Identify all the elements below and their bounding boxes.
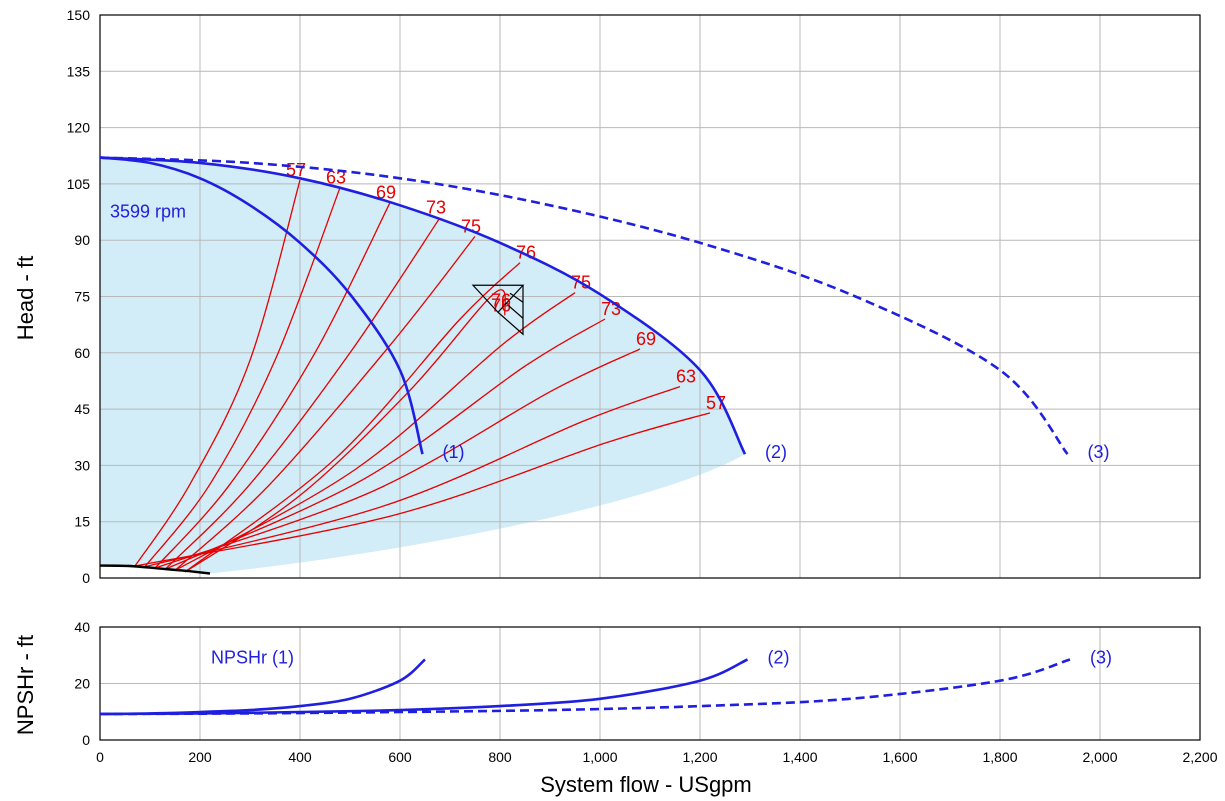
efficiency-curve-57 [134,179,301,567]
efficiency-curve-right-76 [184,262,521,573]
x-tick: 2,200 [1182,749,1217,765]
speed-label: 3599 rpm [110,202,186,222]
efficiency-curve-right-75 [174,292,576,572]
npshr-curve-label-3: (3) [1090,647,1112,667]
head-y-tick: 120 [67,120,91,136]
operating-region-fill [100,157,745,574]
x-tick: 1,200 [682,749,717,765]
x-tick: 200 [188,749,212,765]
efficiency-label-69: 69 [376,183,396,203]
head-y-tick: 60 [74,345,90,361]
pump-curve-label-3: (3) [1088,442,1110,462]
npshr-curve-3 [99,658,1071,716]
efficiency-curve-right-63 [144,385,681,568]
pump-curve-3 [99,156,1069,455]
x-tick: 1,000 [582,749,617,765]
head-y-tick: 15 [74,514,90,530]
bep-efficiency-label: 76 [491,290,511,310]
head-y-tick: 75 [74,289,90,305]
efficiency-curve-75 [174,236,476,571]
head-y-tick: 45 [74,401,90,417]
x-axis-title: System flow - USgpm [540,772,752,797]
npsh-plot-frame [99,626,1201,741]
npsh-axis-title: NPSHr - ft [13,635,38,735]
head-plot-frame [99,14,1201,579]
efficiency-end-label-57: 57 [706,393,726,413]
x-tick: 800 [488,749,512,765]
npsh-y-tick: 40 [74,619,90,635]
efficiency-end-label-63: 63 [676,367,696,387]
npsh-y-tick: 0 [82,732,90,748]
x-tick: 1,800 [982,749,1017,765]
efficiency-curve-69 [154,202,391,569]
efficiency-label-63: 63 [326,168,346,188]
system-curve [99,564,211,575]
bep-marker-triangle [471,284,525,314]
npshr-curve-2 [99,658,749,716]
npshr-curve-label-2: (2) [768,647,790,667]
efficiency-curve-73 [164,217,441,570]
pump-curve-label-2: (2) [765,442,787,462]
npshr-curve-1 [99,658,426,716]
pump-curve-label-1: (1) [443,442,465,462]
efficiency-curve-63 [144,187,341,568]
pump-curve-1 [99,156,424,455]
npshr-curve-label-1: NPSHr (1) [211,647,294,667]
efficiency-curve-right-69 [154,348,641,569]
x-tick: 1,600 [882,749,917,765]
pump-curve-2 [99,156,747,455]
efficiency-label-73: 73 [426,198,446,218]
head-y-tick: 0 [82,570,90,586]
efficiency-curve-right-57 [134,412,711,567]
npsh-y-tick: 20 [74,676,90,692]
head-y-tick: 30 [74,457,90,473]
head-y-tick: 150 [67,7,91,23]
x-tick: 600 [388,749,412,765]
head-y-tick: 135 [67,63,91,79]
efficiency-curve-76 [184,289,506,573]
x-tick: 0 [96,749,104,765]
head-panel: 0153045607590105120135150575763636969737… [67,7,1201,586]
head-y-tick: 90 [74,232,90,248]
x-tick: 2,000 [1082,749,1117,765]
efficiency-end-label-69: 69 [636,329,656,349]
head-y-tick: 105 [67,176,91,192]
bep-marker-hatch [507,304,524,319]
x-tick: 1,400 [782,749,817,765]
head-axis-title: Head - ft [13,256,38,340]
bep-marker-hatch [509,292,524,303]
x-tick: 400 [288,749,312,765]
